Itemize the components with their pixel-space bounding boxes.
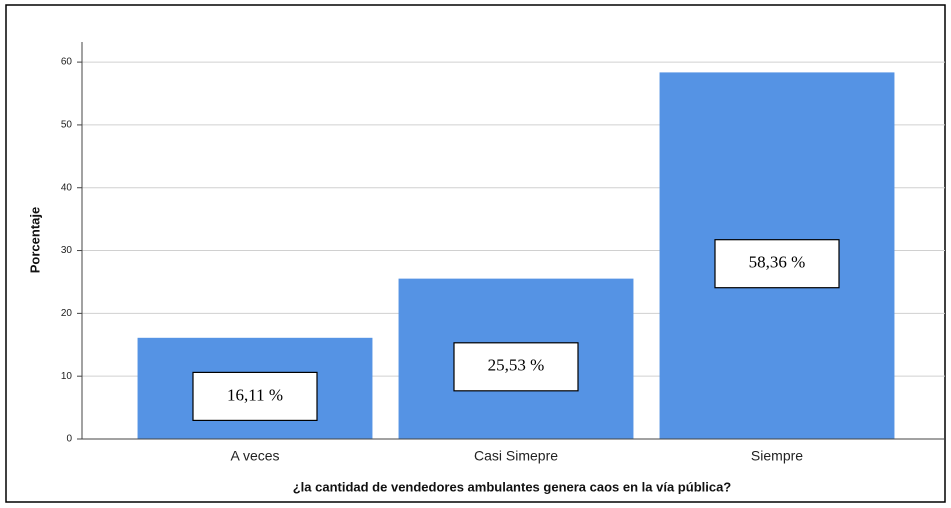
value-label: 58,36 % — [749, 253, 806, 272]
y-tick-label: 10 — [61, 371, 73, 382]
value-label: 25,53 % — [488, 356, 545, 375]
x-tick-label: Siempre — [751, 448, 803, 464]
y-tick-label: 40 — [61, 182, 73, 193]
value-label: 16,11 % — [227, 385, 283, 404]
frame — [5, 4, 946, 503]
y-tick-label: 0 — [66, 434, 72, 445]
x-tick-label: A veces — [230, 448, 279, 464]
y-tick-label: 30 — [61, 245, 73, 256]
y-axis-title: Porcentaje — [27, 207, 42, 273]
value-label-box — [453, 342, 579, 392]
y-tick-label: 60 — [61, 57, 73, 68]
y-tick-label: 50 — [61, 120, 73, 131]
value-label-box — [192, 371, 318, 422]
y-tick-label: 20 — [61, 308, 73, 319]
x-axis-title: ¿la cantidad de vendedores ambulantes ge… — [293, 479, 732, 494]
x-tick-label: Casi Simepre — [474, 448, 558, 464]
value-label-box — [714, 239, 840, 289]
